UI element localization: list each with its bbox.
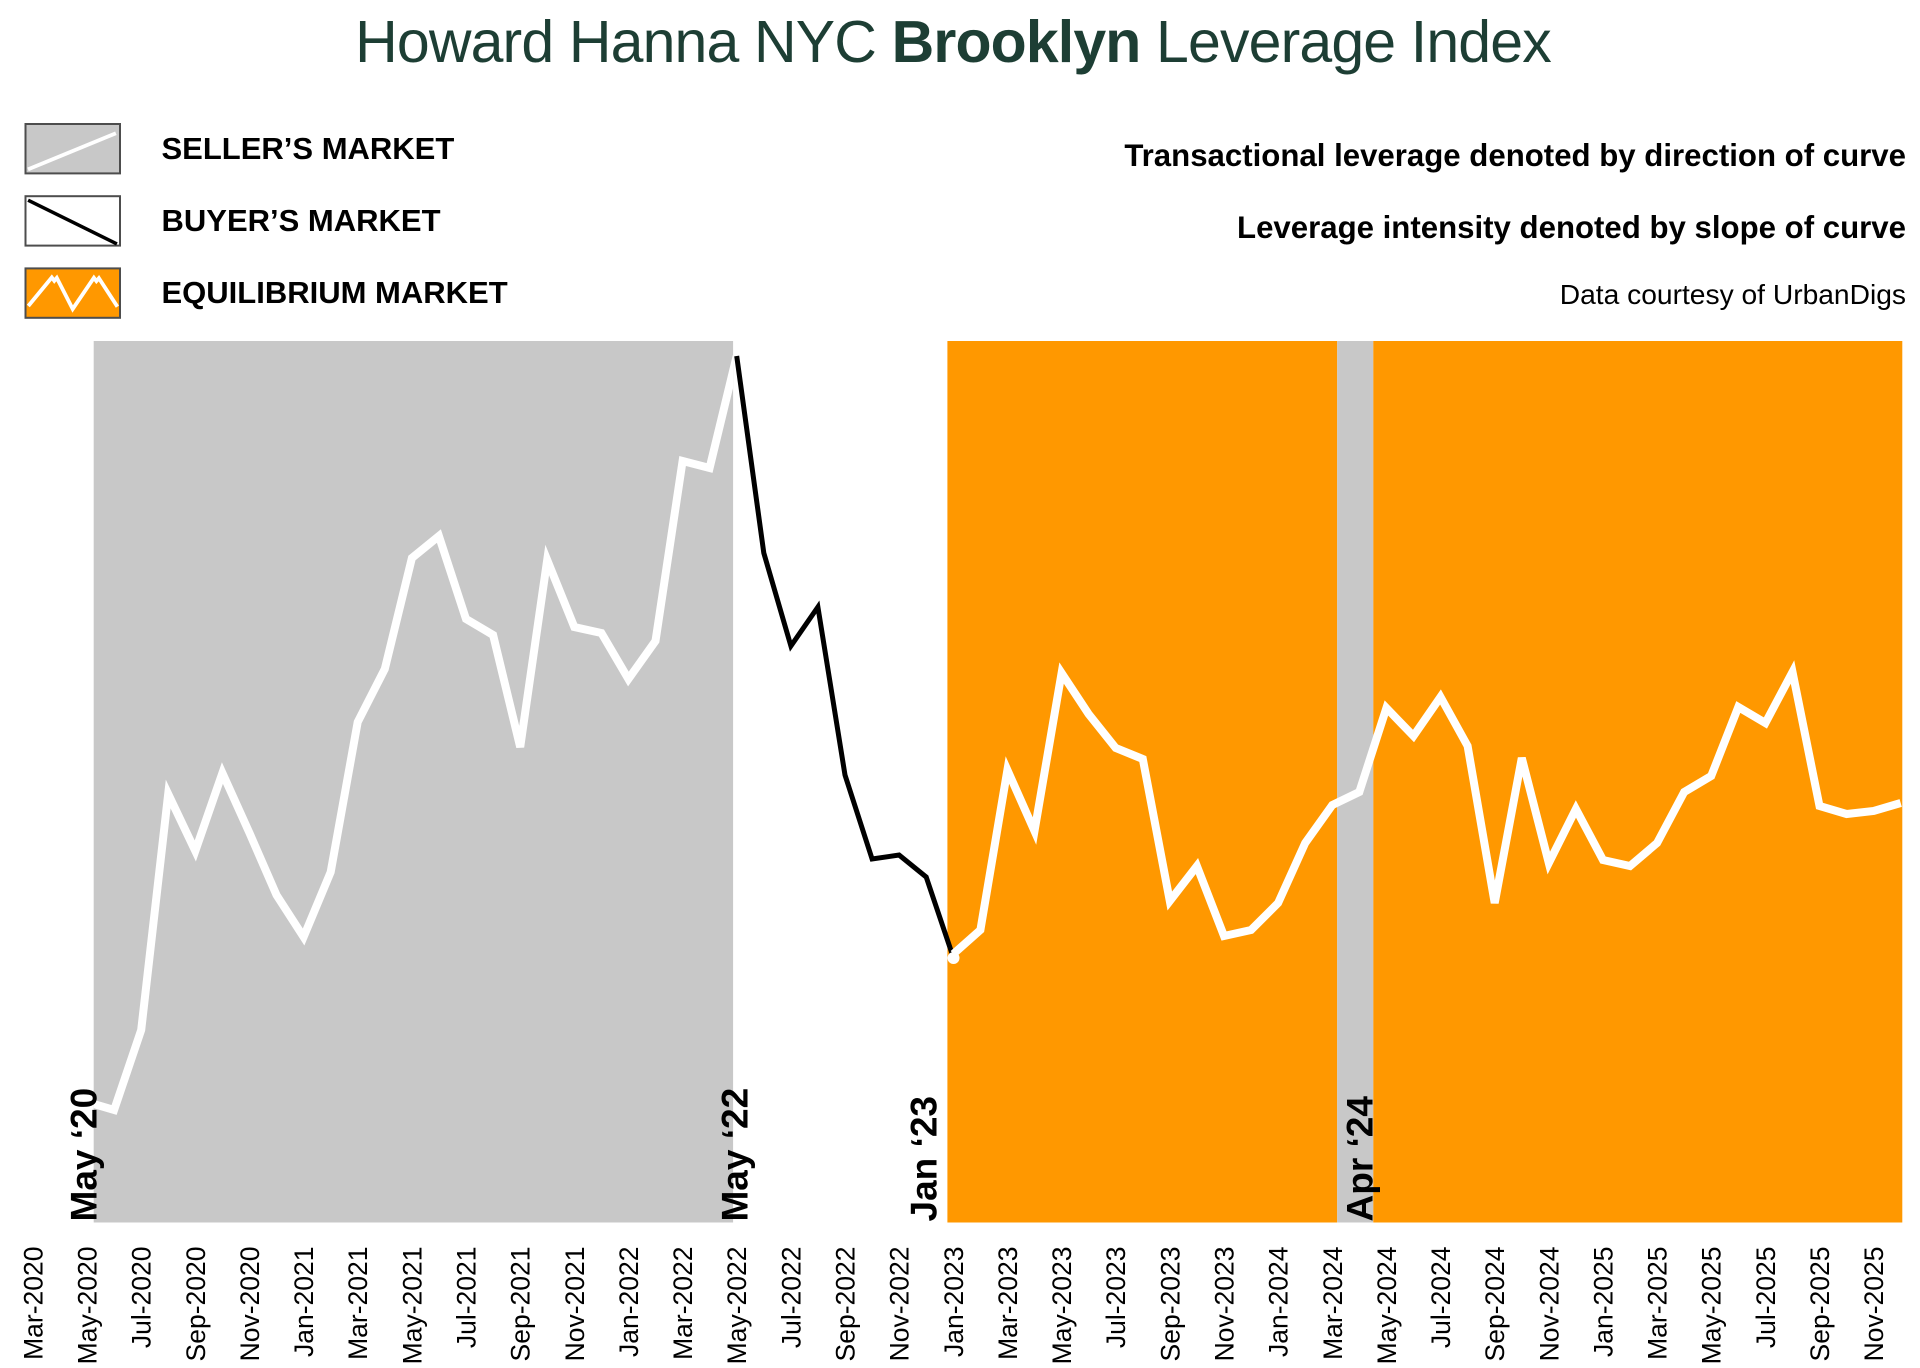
svg-text:Sep-2025: Sep-2025 xyxy=(1805,1247,1835,1362)
svg-text:May-2023: May-2023 xyxy=(1047,1247,1077,1365)
svg-text:Jan-2025: Jan-2025 xyxy=(1589,1247,1619,1358)
svg-text:Mar-2022: Mar-2022 xyxy=(668,1247,698,1360)
svg-text:Mar-2025: Mar-2025 xyxy=(1643,1247,1673,1360)
svg-text:Sep-2022: Sep-2022 xyxy=(831,1247,861,1362)
svg-text:Jan-2022: Jan-2022 xyxy=(614,1247,644,1358)
svg-text:May ‘20: May ‘20 xyxy=(64,1088,105,1222)
svg-text:Nov-2023: Nov-2023 xyxy=(1210,1247,1240,1362)
svg-text:Jan-2023: Jan-2023 xyxy=(939,1247,969,1358)
svg-text:Jul-2024: Jul-2024 xyxy=(1426,1247,1456,1349)
svg-text:Nov-2022: Nov-2022 xyxy=(885,1247,915,1362)
svg-text:Jan ‘23: Jan ‘23 xyxy=(904,1096,945,1221)
svg-text:Jul-2025: Jul-2025 xyxy=(1751,1247,1781,1349)
svg-text:Jul-2022: Jul-2022 xyxy=(776,1247,806,1349)
svg-text:Nov-2020: Nov-2020 xyxy=(235,1247,265,1362)
svg-text:Nov-2025: Nov-2025 xyxy=(1859,1247,1889,1362)
svg-text:Apr ‘24: Apr ‘24 xyxy=(1340,1096,1381,1222)
svg-text:Jul-2020: Jul-2020 xyxy=(127,1247,157,1349)
svg-text:Jan-2024: Jan-2024 xyxy=(1264,1247,1294,1358)
svg-text:Sep-2020: Sep-2020 xyxy=(181,1247,211,1362)
svg-text:Sep-2023: Sep-2023 xyxy=(1155,1247,1185,1362)
svg-text:Sep-2024: Sep-2024 xyxy=(1480,1247,1510,1362)
svg-text:May-2024: May-2024 xyxy=(1372,1247,1402,1365)
svg-text:Mar-2024: Mar-2024 xyxy=(1318,1247,1348,1360)
svg-text:Mar-2021: Mar-2021 xyxy=(343,1247,373,1360)
svg-text:Sep-2021: Sep-2021 xyxy=(506,1247,536,1362)
svg-text:Jan-2021: Jan-2021 xyxy=(289,1247,319,1358)
svg-text:Mar-2020: Mar-2020 xyxy=(18,1247,48,1360)
svg-text:May-2020: May-2020 xyxy=(73,1247,103,1365)
svg-text:Jul-2021: Jul-2021 xyxy=(452,1247,482,1349)
svg-text:Nov-2024: Nov-2024 xyxy=(1534,1247,1564,1362)
svg-text:May ‘22: May ‘22 xyxy=(715,1088,756,1222)
svg-text:May-2022: May-2022 xyxy=(722,1247,752,1365)
svg-text:Mar-2023: Mar-2023 xyxy=(993,1247,1023,1360)
svg-text:May-2025: May-2025 xyxy=(1697,1247,1727,1365)
svg-text:Jul-2023: Jul-2023 xyxy=(1101,1247,1131,1349)
svg-text:May-2021: May-2021 xyxy=(397,1247,427,1365)
svg-text:Nov-2021: Nov-2021 xyxy=(560,1247,590,1362)
